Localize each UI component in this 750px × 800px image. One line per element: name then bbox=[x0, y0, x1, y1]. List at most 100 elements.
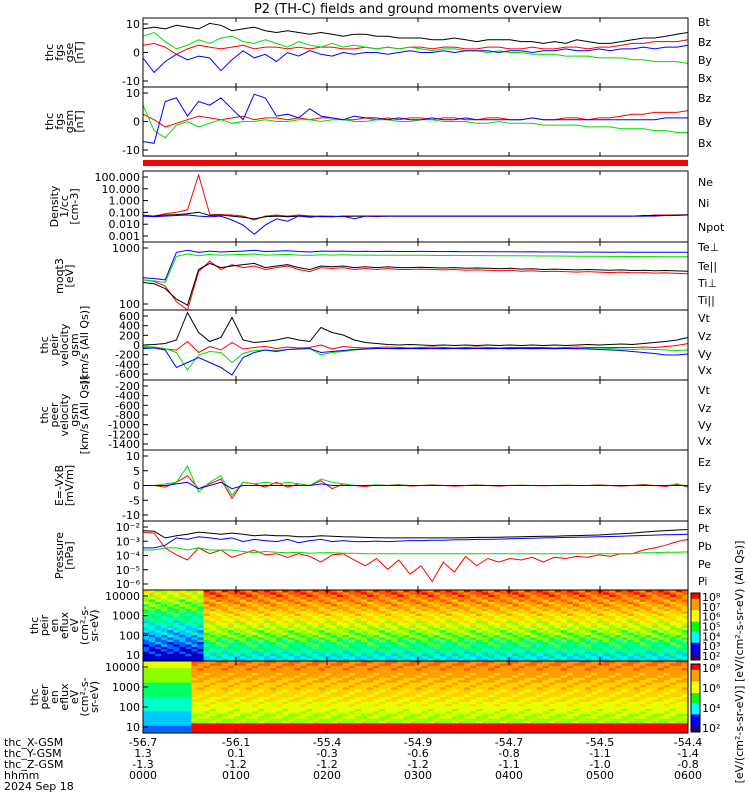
spectrogram-cell bbox=[209, 649, 217, 652]
spectrogram-cell bbox=[457, 649, 465, 652]
spectrogram-cell bbox=[342, 682, 350, 686]
spectrogram-cell bbox=[300, 637, 307, 641]
spectrogram-cell bbox=[252, 604, 259, 607]
spectrogram-cell bbox=[512, 613, 519, 617]
spectrogram-cell bbox=[203, 590, 211, 593]
spectrogram-cell bbox=[209, 613, 217, 617]
spectrogram-cell bbox=[215, 699, 223, 703]
spectrogram-cell bbox=[361, 711, 368, 715]
spectrogram-cell bbox=[657, 620, 665, 624]
spectrogram-cell bbox=[439, 713, 447, 717]
spectrogram-cell bbox=[354, 608, 362, 612]
spectrogram-cell bbox=[342, 709, 350, 712]
series-Vz bbox=[142, 340, 689, 354]
spectrogram-cell bbox=[457, 604, 465, 607]
spectrogram-cell bbox=[554, 601, 562, 605]
spectrogram-cell bbox=[209, 677, 217, 681]
spectrogram-cell bbox=[457, 673, 465, 676]
series-Ez bbox=[143, 475, 689, 500]
series-Ti⊥ bbox=[142, 249, 688, 281]
spectrogram-cell bbox=[373, 653, 380, 657]
series-Pe bbox=[143, 547, 689, 555]
spectrogram-cell bbox=[209, 634, 217, 638]
spectrogram-cell bbox=[348, 670, 356, 674]
spectrogram-cell bbox=[330, 701, 338, 705]
spectrogram-cell bbox=[191, 646, 198, 650]
spectrogram-cell bbox=[336, 594, 344, 598]
legend-item: Bz bbox=[698, 36, 712, 49]
spectrogram-cell bbox=[530, 592, 538, 596]
spectrogram-cell bbox=[597, 625, 604, 629]
spectrogram-cell bbox=[294, 723, 301, 727]
spectrogram-cell bbox=[403, 611, 410, 615]
spectrogram-cell bbox=[385, 725, 392, 729]
spectrogram-cell bbox=[591, 604, 598, 607]
spectrogram-cell bbox=[536, 594, 544, 598]
spectrogram-cell bbox=[470, 620, 477, 624]
spectrogram-cell bbox=[385, 680, 392, 683]
spectrogram-cell bbox=[155, 590, 162, 593]
spectrogram-cell bbox=[361, 606, 368, 610]
spectrogram-cell bbox=[439, 642, 447, 645]
spectrogram-cell bbox=[342, 723, 350, 727]
spectrogram-cell bbox=[530, 627, 538, 631]
series-By bbox=[142, 31, 689, 64]
spectrogram-cell bbox=[439, 706, 447, 710]
spectrogram-cell bbox=[155, 656, 162, 660]
spectrogram-cell bbox=[669, 604, 677, 607]
spectrogram-cell bbox=[300, 599, 307, 603]
spectrogram-cell bbox=[318, 634, 326, 638]
spectrogram-cell bbox=[579, 606, 586, 610]
spectrogram-cell bbox=[681, 649, 689, 652]
spectrogram-cell bbox=[500, 606, 507, 610]
spectrogram-cell bbox=[385, 713, 392, 717]
spectrogram-cell bbox=[185, 642, 192, 645]
spectrogram-cell bbox=[336, 601, 344, 605]
spectrogram-cell bbox=[288, 701, 295, 705]
spectrogram-cell bbox=[348, 682, 356, 686]
spectrogram-cell bbox=[367, 620, 374, 624]
spectrogram-cell bbox=[367, 665, 374, 669]
y-label-line: [cm-3] bbox=[68, 188, 81, 224]
spectrogram-cell bbox=[245, 692, 253, 695]
spectrogram-cell bbox=[403, 685, 410, 688]
spectrogram-cell bbox=[663, 606, 671, 610]
spectrogram-cell bbox=[409, 685, 416, 688]
spectrogram-cell bbox=[233, 709, 241, 712]
spectrogram-cell bbox=[155, 658, 162, 662]
spectrogram-cell bbox=[512, 677, 519, 681]
spectrogram-cell bbox=[681, 592, 689, 596]
spectrogram-cell bbox=[318, 661, 326, 664]
spectrogram-cell bbox=[379, 663, 386, 667]
spectrogram-cell bbox=[348, 653, 356, 657]
spectrogram-cell bbox=[239, 639, 247, 643]
spectrogram-cell bbox=[264, 728, 271, 731]
spectrogram-cell bbox=[669, 620, 677, 624]
spectrogram-cell bbox=[324, 687, 332, 691]
spectrogram-cell bbox=[518, 723, 525, 727]
spectrogram-cell bbox=[185, 711, 192, 715]
spectrogram-cell bbox=[143, 625, 150, 629]
spectrogram-cell bbox=[300, 716, 307, 719]
spectrogram-cell bbox=[476, 639, 483, 643]
y-label-line: [mV/m] bbox=[63, 465, 76, 506]
spectrogram-cell bbox=[336, 689, 344, 693]
spectrogram-cell bbox=[294, 651, 301, 655]
spectrogram-cell bbox=[597, 649, 604, 652]
spectrogram-cell bbox=[173, 642, 180, 645]
spectrogram-cell bbox=[457, 601, 465, 605]
spectrogram-cell bbox=[288, 590, 295, 593]
spectrogram-cell bbox=[482, 592, 489, 596]
spectrogram-cell bbox=[221, 651, 229, 655]
spectrogram-cell bbox=[149, 618, 156, 622]
spectrogram-cell bbox=[270, 721, 277, 724]
spectrogram-cell bbox=[524, 668, 531, 671]
spectrogram-cell bbox=[651, 625, 659, 629]
spectrogram-cell bbox=[512, 665, 519, 669]
spectrogram-cell bbox=[506, 716, 513, 719]
spectrogram-cell bbox=[373, 618, 380, 622]
spectrogram-cell bbox=[548, 649, 556, 652]
spectrogram-cell bbox=[470, 651, 477, 655]
y-tick-label: 10⁻⁵ bbox=[116, 564, 140, 577]
spectrogram-cell bbox=[597, 613, 604, 617]
